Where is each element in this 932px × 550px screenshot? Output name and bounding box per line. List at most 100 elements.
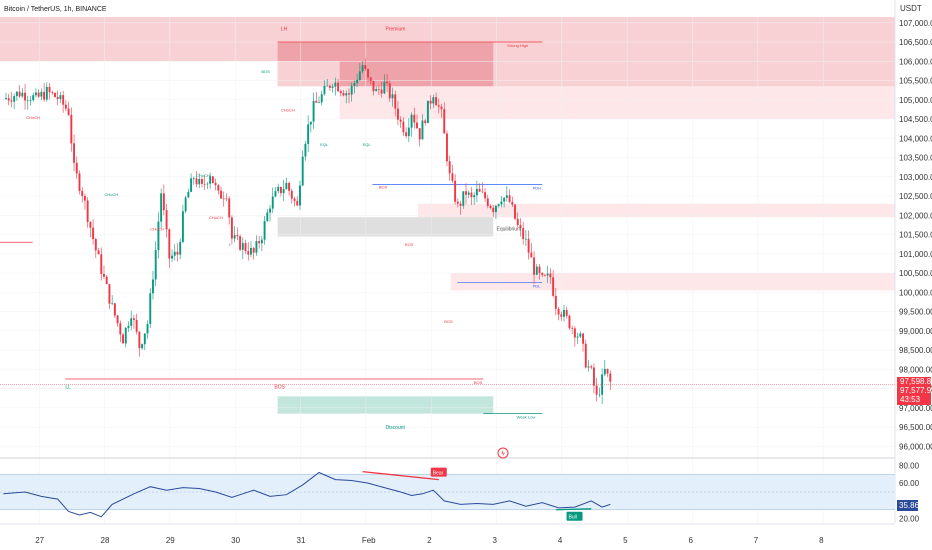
candle[interactable] xyxy=(598,387,601,398)
candle[interactable] xyxy=(505,186,508,202)
candle[interactable] xyxy=(195,171,198,188)
candle[interactable] xyxy=(535,264,538,276)
candle[interactable] xyxy=(130,310,133,331)
candle[interactable] xyxy=(380,81,383,98)
rsi-panel[interactable]: Bear Bull xyxy=(0,457,895,521)
candle[interactable] xyxy=(429,95,432,110)
candle[interactable] xyxy=(494,204,497,219)
candle[interactable] xyxy=(481,182,484,194)
candle[interactable] xyxy=(522,221,525,245)
candle[interactable] xyxy=(59,91,62,104)
candle[interactable] xyxy=(514,204,516,220)
candle[interactable] xyxy=(10,91,13,108)
candle[interactable] xyxy=(478,183,481,193)
candle[interactable] xyxy=(176,243,179,262)
candle[interactable] xyxy=(492,205,495,217)
candle[interactable] xyxy=(527,230,530,260)
candle[interactable] xyxy=(214,178,217,191)
candle[interactable] xyxy=(105,275,108,285)
candle[interactable] xyxy=(361,61,364,74)
candle[interactable] xyxy=(132,314,135,329)
candle[interactable] xyxy=(475,180,478,203)
candle[interactable] xyxy=(97,247,100,255)
candle[interactable] xyxy=(440,103,443,118)
candle[interactable] xyxy=(15,91,18,101)
candle[interactable] xyxy=(350,82,353,102)
candle[interactable] xyxy=(217,184,220,195)
candle[interactable] xyxy=(100,247,103,281)
candle[interactable] xyxy=(334,77,337,96)
candle[interactable] xyxy=(119,320,122,343)
candles-layer[interactable] xyxy=(5,58,612,404)
candle[interactable] xyxy=(143,333,146,350)
candle[interactable] xyxy=(157,212,160,259)
candle[interactable] xyxy=(533,251,536,285)
candle[interactable] xyxy=(168,228,171,268)
candle[interactable] xyxy=(269,204,271,222)
candle[interactable] xyxy=(426,100,429,124)
candle[interactable] xyxy=(375,85,378,92)
candle[interactable] xyxy=(538,263,541,280)
candle[interactable] xyxy=(282,179,285,201)
candle[interactable] xyxy=(560,311,563,321)
candle[interactable] xyxy=(377,84,380,95)
time-axis[interactable]: 27 28 29 30 31 Feb 2 3 4 5 6 7 8 xyxy=(0,523,895,545)
candle[interactable] xyxy=(418,128,421,147)
candle[interactable] xyxy=(111,295,114,306)
candle[interactable] xyxy=(407,118,410,143)
candle[interactable] xyxy=(451,164,454,183)
candle[interactable] xyxy=(247,242,250,261)
candle[interactable] xyxy=(459,200,462,215)
candle[interactable] xyxy=(454,174,457,205)
candle[interactable] xyxy=(67,101,70,117)
candle[interactable] xyxy=(274,186,277,198)
candle[interactable] xyxy=(546,265,549,284)
candle[interactable] xyxy=(277,183,280,194)
candle[interactable] xyxy=(32,92,35,102)
candle[interactable] xyxy=(173,244,176,261)
candle[interactable] xyxy=(5,92,7,101)
candle[interactable] xyxy=(337,79,340,92)
candle[interactable] xyxy=(587,360,590,372)
rsi-line[interactable] xyxy=(3,471,611,518)
candle[interactable] xyxy=(568,314,571,330)
candle[interactable] xyxy=(190,173,193,193)
candle[interactable] xyxy=(554,288,557,316)
candle[interactable] xyxy=(141,343,144,350)
candle[interactable] xyxy=(279,186,282,197)
candle[interactable] xyxy=(113,302,116,319)
candle[interactable] xyxy=(258,235,261,249)
candle[interactable] xyxy=(73,134,75,172)
candle[interactable] xyxy=(211,176,214,184)
candle[interactable] xyxy=(244,239,247,255)
candle[interactable] xyxy=(184,195,187,214)
candle[interactable] xyxy=(86,197,89,228)
candle[interactable] xyxy=(75,156,78,179)
candle[interactable] xyxy=(160,188,163,229)
candle[interactable] xyxy=(171,249,173,263)
candle[interactable] xyxy=(470,187,473,206)
candle[interactable] xyxy=(524,230,527,247)
candle[interactable] xyxy=(603,359,606,377)
candle[interactable] xyxy=(484,187,487,203)
candle[interactable] xyxy=(601,368,604,404)
candle[interactable] xyxy=(391,87,394,107)
candle[interactable] xyxy=(250,241,252,258)
candle[interactable] xyxy=(162,184,165,216)
candle[interactable] xyxy=(606,368,609,377)
candle[interactable] xyxy=(500,195,503,208)
candle[interactable] xyxy=(165,204,168,238)
candle[interactable] xyxy=(29,96,32,106)
candle[interactable] xyxy=(328,84,331,91)
candle[interactable] xyxy=(228,196,231,225)
candle[interactable] xyxy=(358,63,361,82)
candle[interactable] xyxy=(462,191,465,209)
candle[interactable] xyxy=(573,326,576,347)
candle[interactable] xyxy=(582,332,585,352)
candle[interactable] xyxy=(530,243,533,258)
candle[interactable] xyxy=(307,115,310,153)
candle[interactable] xyxy=(364,58,367,72)
candle[interactable] xyxy=(497,203,500,208)
candle[interactable] xyxy=(56,90,59,106)
candle[interactable] xyxy=(83,193,86,210)
